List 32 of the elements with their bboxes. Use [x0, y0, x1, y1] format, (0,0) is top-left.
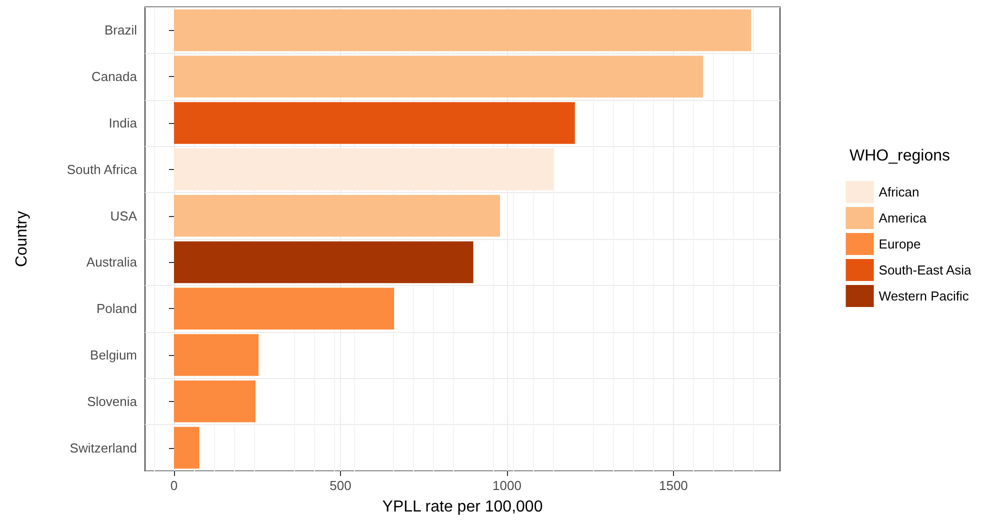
y-tick-label: Australia [86, 254, 138, 270]
y-tick-label: Canada [91, 69, 138, 84]
x-tick-label: 1000 [492, 478, 522, 493]
legend-label: African [878, 184, 920, 200]
legend-label: Western Pacific [878, 288, 970, 304]
y-tick-label: Belgium [90, 348, 137, 362]
bar [174, 426, 200, 469]
bar [174, 148, 554, 190]
legend-label: South-East Asia [878, 262, 972, 278]
y-axis-title: Country [14, 210, 30, 268]
bar [174, 102, 575, 144]
x-tick-label: 0 [170, 478, 178, 493]
bar [174, 380, 256, 422]
y-tick-label: Switzerland [70, 440, 137, 456]
bar [174, 9, 752, 52]
y-tick-label: India [108, 116, 138, 130]
bar [174, 194, 500, 237]
y-tick-label: Brazil [104, 22, 138, 38]
bar [174, 241, 474, 284]
legend-label: Europe [878, 236, 921, 252]
y-tick-label: Slovenia [87, 394, 138, 409]
y-tick-label: South Africa [66, 162, 138, 177]
x-tick-label: 500 [330, 478, 352, 493]
legend-title: WHO_regions [850, 148, 950, 164]
legend-label: America [878, 210, 928, 226]
bar [174, 334, 259, 376]
bar [174, 288, 394, 330]
bar [174, 56, 704, 98]
y-tick-label: Poland [96, 301, 137, 316]
y-tick-label: USA [110, 208, 138, 224]
x-tick-label: 1500 [658, 478, 688, 493]
x-axis-title: YPLL rate per 100,000 [382, 498, 543, 516]
